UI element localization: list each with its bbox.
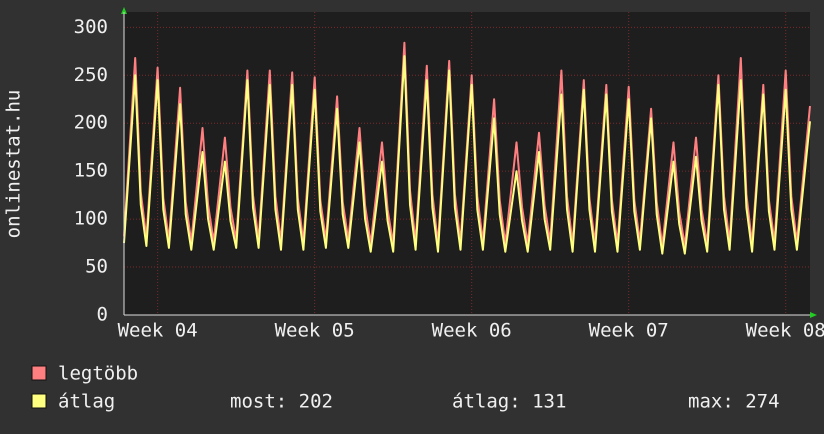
x-axis-arrow	[810, 312, 817, 318]
y-tick-label: 0	[97, 304, 108, 326]
y-tick-label: 250	[74, 64, 108, 86]
x-tick-label: Week 05	[275, 320, 355, 342]
stat-text: átlag: 131	[452, 391, 566, 413]
y-tick-label: 300	[74, 16, 108, 38]
stat-text: most: 202	[230, 391, 333, 413]
series-line	[123, 55, 811, 255]
legend-label: legtöbb	[58, 363, 138, 385]
stat-text: max: 274	[688, 391, 780, 413]
x-tick-label: Week 06	[432, 320, 512, 342]
y-tick-label: 150	[74, 160, 108, 182]
y-tick-label: 200	[74, 112, 108, 134]
y-axis-label: onlinestat.hu	[3, 90, 25, 239]
y-axis-arrow	[121, 7, 127, 14]
legend-swatch	[31, 365, 47, 381]
y-tick-label: 50	[85, 256, 108, 278]
x-tick-label: Week 08	[746, 320, 824, 342]
x-tick-label: Week 07	[589, 320, 669, 342]
y-tick-label: 100	[74, 208, 108, 230]
x-tick-label: Week 04	[118, 320, 198, 342]
legend-label: átlag	[58, 391, 115, 413]
legend-swatch	[31, 393, 47, 409]
